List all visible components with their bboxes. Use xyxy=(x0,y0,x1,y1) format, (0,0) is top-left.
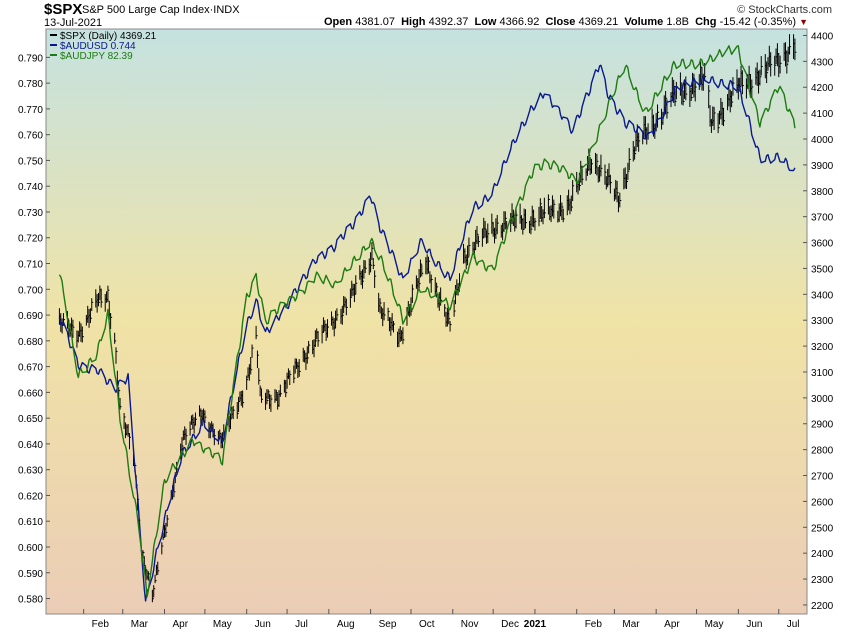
chart-subtitle: S&P 500 Large Cap Index·INDX xyxy=(82,4,240,16)
volume-label: Volume xyxy=(624,16,664,28)
right-tick-label: 3400 xyxy=(811,290,834,301)
right-tick-label: 4000 xyxy=(811,135,834,146)
left-tick-label: 0.680 xyxy=(18,337,43,348)
left-axis: 0.580 0.590 0.600 0.610 0.620 0.630 0.640 0.650… xyxy=(18,53,50,606)
right-tick-label: 3700 xyxy=(811,213,834,224)
right-tick-label: 4300 xyxy=(811,57,834,68)
x-tick-label: Feb xyxy=(585,619,603,630)
x-tick-label: Jul xyxy=(787,619,800,630)
x-tick-label: Jul xyxy=(295,619,308,630)
left-tick-label: 0.640 xyxy=(18,440,43,451)
right-tick-label: 3100 xyxy=(811,368,834,379)
close-label: Close xyxy=(545,16,576,28)
left-tick-label: 0.780 xyxy=(18,79,43,90)
x-tick-label: May xyxy=(705,619,724,630)
x-tick-label: Oct xyxy=(419,619,435,630)
left-tick-label: 0.660 xyxy=(18,388,43,399)
left-tick-label: 0.630 xyxy=(18,466,43,477)
legend: $SPX (Daily) 4369.21$AUDUSD 0.744$AUDJPY… xyxy=(50,31,157,62)
right-tick-label: 2400 xyxy=(811,549,834,560)
left-tick-label: 0.620 xyxy=(18,491,43,502)
open-label: Open xyxy=(324,16,353,28)
high-label: High xyxy=(401,16,426,28)
left-tick-label: 0.610 xyxy=(18,517,43,528)
left-tick-label: 0.650 xyxy=(18,414,43,425)
x-tick-label: Jun xyxy=(255,619,271,630)
left-tick-label: 0.600 xyxy=(18,543,43,554)
series-layer xyxy=(58,34,797,603)
left-tick-label: 0.590 xyxy=(18,569,43,580)
left-tick-label: 0.790 xyxy=(18,53,43,64)
right-tick-label: 4400 xyxy=(811,31,834,42)
left-tick-label: 0.760 xyxy=(18,131,43,142)
quote-summary: Open 4381.07 High 4392.37 Low 4366.92 Cl… xyxy=(324,16,808,28)
chart-symbol: $SPX xyxy=(44,1,83,18)
right-tick-label: 3500 xyxy=(811,264,834,275)
x-tick-label: 2021 xyxy=(524,619,547,630)
right-tick-label: 2500 xyxy=(811,523,834,534)
x-tick-label: Sep xyxy=(379,619,397,630)
index-name: S&P 500 Large Cap Index xyxy=(82,4,210,16)
right-tick-label: 3600 xyxy=(811,239,834,250)
legend-label: $AUDJPY 82.39 xyxy=(60,51,133,62)
x-tick-label: Mar xyxy=(622,619,640,630)
left-tick-label: 0.770 xyxy=(18,105,43,116)
left-tick-label: 0.670 xyxy=(18,363,43,374)
open-value: 4381.07 xyxy=(355,16,395,28)
right-tick-label: 2200 xyxy=(811,601,834,612)
audusd-line xyxy=(58,64,796,602)
right-tick-label: 2600 xyxy=(811,497,834,508)
right-tick-label: 4200 xyxy=(811,83,834,94)
chg-value: -15.42 (-0.35%) xyxy=(719,16,796,28)
right-tick-label: 3800 xyxy=(811,187,834,198)
right-tick-label: 3900 xyxy=(811,161,834,172)
low-value: 4366.92 xyxy=(499,16,540,28)
left-tick-label: 0.580 xyxy=(18,595,43,606)
x-tick-label: Apr xyxy=(664,619,680,630)
x-tick-label: Dec xyxy=(501,619,519,630)
plot-background xyxy=(45,28,808,615)
left-tick-label: 0.690 xyxy=(18,311,43,322)
audjpy-line xyxy=(58,45,796,598)
exchange-code: INDX xyxy=(213,4,240,16)
low-label: Low xyxy=(474,16,497,28)
x-tick-label: Nov xyxy=(461,619,479,630)
right-tick-label: 2800 xyxy=(811,446,834,457)
left-tick-label: 0.700 xyxy=(18,285,43,296)
right-tick-label: 2700 xyxy=(811,472,834,483)
high-value: 4392.37 xyxy=(428,16,469,28)
right-tick-label: 4100 xyxy=(811,109,834,120)
right-axis: 2200 2300 2400 2500 2600 2700 2800 2900 3000 3100… xyxy=(803,31,834,612)
right-tick-label: 3300 xyxy=(811,316,834,327)
x-tick-label: Aug xyxy=(337,619,355,630)
x-tick-label: Mar xyxy=(131,619,149,630)
stockcharts-logo: © StockCharts.com xyxy=(737,4,832,16)
x-tick-label: Apr xyxy=(172,619,188,630)
x-tick-label: May xyxy=(213,619,232,630)
left-tick-label: 0.740 xyxy=(18,182,43,193)
right-tick-label: 3000 xyxy=(811,394,834,405)
x-tick-label: Jun xyxy=(746,619,762,630)
legend-label: $AUDUSD 0.744 xyxy=(60,41,136,52)
left-tick-label: 0.720 xyxy=(18,234,43,245)
down-arrow-icon: ▼ xyxy=(799,17,808,27)
right-tick-label: 2300 xyxy=(811,575,834,586)
chg-label: Chg xyxy=(695,16,717,28)
close-value: 4369.21 xyxy=(578,16,619,28)
left-tick-label: 0.750 xyxy=(18,156,43,167)
x-axis: Feb Mar Apr May Jun Jul Aug Sep Oct Nov Dec 2021 Feb… xyxy=(83,609,800,630)
quote-date: 13-Jul-2021 xyxy=(44,17,103,29)
legend-label: $SPX (Daily) 4369.21 xyxy=(60,31,157,42)
x-tick-label: Feb xyxy=(92,619,110,630)
left-tick-label: 0.710 xyxy=(18,260,43,271)
volume-value: 1.8B xyxy=(666,16,689,28)
right-tick-label: 3200 xyxy=(811,342,834,353)
right-tick-label: 2900 xyxy=(811,420,834,431)
left-tick-label: 0.730 xyxy=(18,208,43,219)
